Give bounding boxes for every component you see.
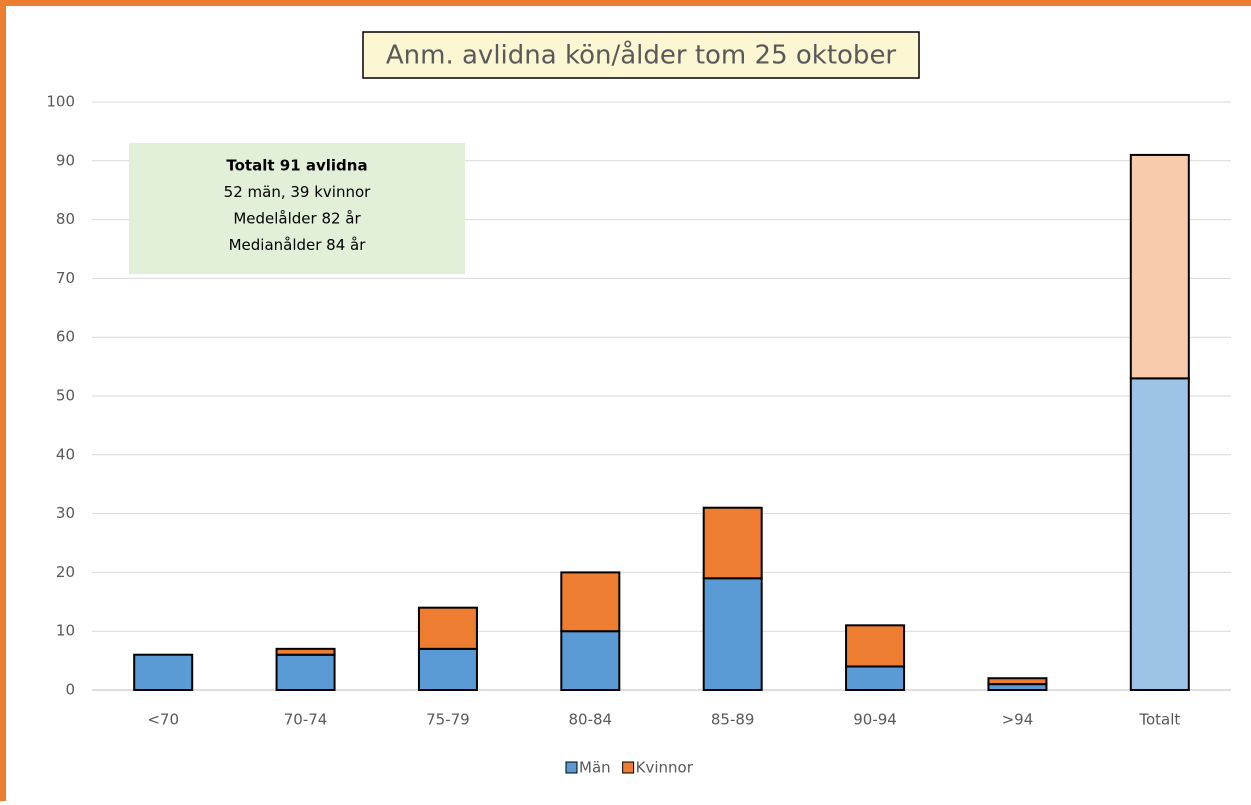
y-tick-label: 100	[46, 93, 75, 111]
legend-label: Män	[579, 759, 611, 777]
frame-left	[0, 0, 6, 801]
frame-top	[0, 0, 1251, 6]
annotation-line: Medelålder 82 år	[233, 210, 361, 228]
x-tick-label: Totalt	[1138, 711, 1180, 729]
bar-segment	[702, 506, 763, 580]
annotation-line: Totalt 91 avlidna	[226, 157, 367, 175]
legend-swatch	[565, 761, 578, 774]
x-tick-label: 80-84	[569, 711, 613, 729]
bar-segment	[275, 647, 336, 656]
bar-segment	[845, 624, 906, 668]
x-tick-label: 85-89	[711, 711, 755, 729]
bar-segment	[702, 577, 763, 692]
y-tick-label: 0	[65, 681, 75, 699]
y-tick-label: 50	[56, 387, 75, 405]
annotation-box	[129, 143, 465, 274]
x-tick-label: <70	[147, 711, 179, 729]
x-tick-label: >94	[1002, 711, 1034, 729]
bar-segment	[275, 653, 336, 691]
y-tick-label: 60	[56, 328, 75, 346]
bar-segment	[987, 677, 1048, 686]
y-tick-label: 80	[56, 210, 75, 228]
y-tick-label: 70	[56, 269, 75, 287]
chart-title: Anm. avlidna kön/ålder tom 25 oktober	[386, 40, 897, 71]
annotation-line: 52 män, 39 kvinnor	[224, 183, 371, 201]
legend-label: Kvinnor	[636, 759, 694, 777]
y-tick-label: 10	[56, 622, 75, 640]
title-box	[362, 31, 920, 79]
bar-segment	[133, 653, 194, 691]
y-tick-label: 30	[56, 504, 75, 522]
x-tick-label: 90-94	[853, 711, 897, 729]
x-tick-label: 75-79	[426, 711, 470, 729]
y-tick-label: 20	[56, 563, 75, 581]
bar-segment	[1129, 377, 1190, 691]
y-tick-label: 40	[56, 445, 75, 463]
bar-segment	[1129, 153, 1190, 380]
y-tick-label: 90	[56, 151, 75, 169]
bar-segment	[560, 630, 621, 692]
bar-segment	[560, 571, 621, 633]
annotation-line: Medianålder 84 år	[229, 236, 367, 254]
bar-segment	[417, 647, 478, 692]
legend-swatch	[622, 761, 635, 774]
bar-segment	[417, 606, 478, 650]
bar-segment	[845, 665, 906, 691]
x-tick-label: 70-74	[284, 711, 328, 729]
